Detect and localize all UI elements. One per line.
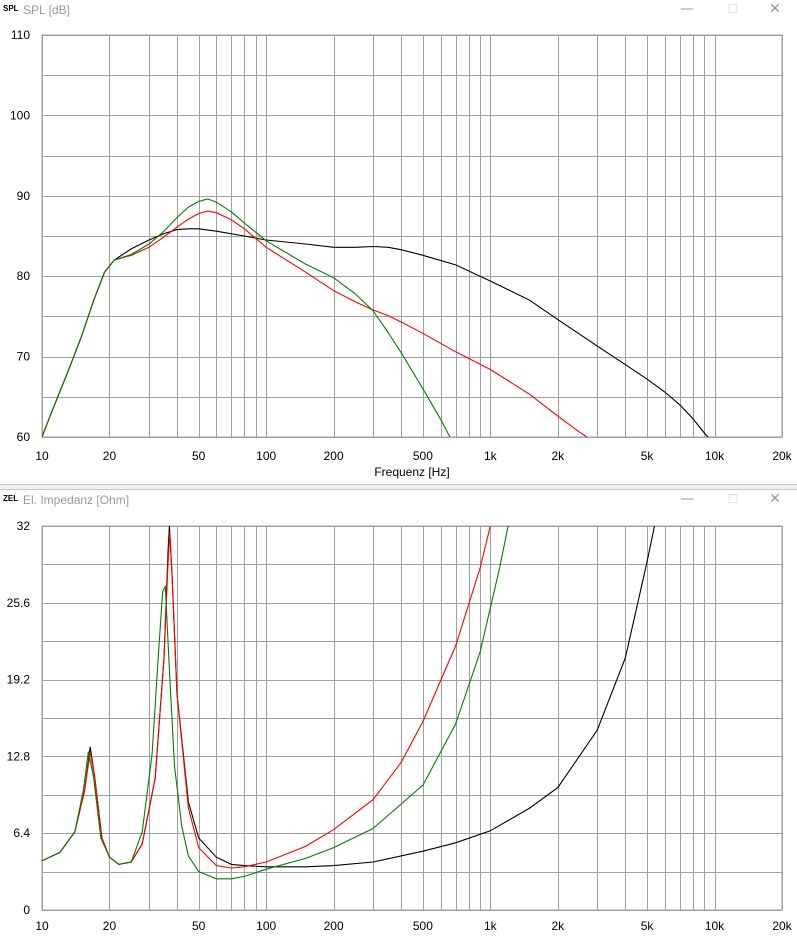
impedance-x-tick-label: 50 <box>192 919 206 933</box>
spl-window: SPL SPL [dB] — ☐ ✕ 60 70 80 90 100 110 10 20 50 1… <box>0 0 797 479</box>
spl-x-axis-title: Frequenz [Hz] <box>374 465 449 479</box>
spl-y-tick-label: 80 <box>17 269 31 283</box>
impedance-x-tick-label: 20k <box>772 919 792 933</box>
impedance-window-title: El. Impedanz [Ohm] <box>23 493 130 507</box>
spl-x-tick-label: 100 <box>256 449 276 463</box>
spl-title-bar[interactable]: SPL SPL [dB] — ☐ ✕ <box>0 0 797 20</box>
impedance-y-tick-label: 6.4 <box>13 826 30 840</box>
spl-x-tick-label: 200 <box>324 449 344 463</box>
impedance-x-tick-label: 1k <box>484 919 498 933</box>
window-splitter[interactable] <box>0 484 797 490</box>
spl-close-button[interactable]: ✕ <box>769 1 781 17</box>
impedance-y-tick-label: 12.8 <box>7 749 31 763</box>
impedance-series-line-3 <box>42 526 509 880</box>
spl-chart: 60 70 80 90 100 110 10 20 50 100 200 500 1k 2k 5k 10k 20… <box>10 28 793 479</box>
impedance-y-tick-label: 19.2 <box>7 673 31 687</box>
impedance-maximize-button[interactable]: ☐ <box>727 492 739 506</box>
impedance-y-tick-label: 32 <box>17 519 31 533</box>
impedance-close-button[interactable]: ✕ <box>769 491 781 507</box>
impedance-chart: 0 6.4 12.8 19.2 25.6 32 10 20 50 100 200 500 1k 2k 5k 1… <box>7 519 793 933</box>
spl-window-icon: SPL <box>3 4 19 13</box>
impedance-x-tick-label: 100 <box>256 919 276 933</box>
spl-y-tick-label: 60 <box>17 430 31 444</box>
spl-y-tick-label: 70 <box>17 350 31 364</box>
spl-x-tick-label: 2k <box>551 449 565 463</box>
spl-y-tick-label: 100 <box>10 108 30 122</box>
spl-x-tick-label: 20k <box>772 449 792 463</box>
impedance-x-tick-label: 500 <box>413 919 433 933</box>
spl-x-tick-label: 10k <box>705 449 725 463</box>
impedance-window-icon: ZEL <box>3 494 19 503</box>
impedance-series-line-2 <box>42 526 491 869</box>
spl-series-line-3 <box>42 198 451 437</box>
spl-x-tick-label: 10 <box>35 449 49 463</box>
impedance-y-tick-label: 25.6 <box>7 596 31 610</box>
spl-window-title: SPL [dB] <box>23 3 70 17</box>
impedance-x-tick-label: 200 <box>324 919 344 933</box>
spl-y-tick-label: 110 <box>11 28 30 42</box>
impedance-x-tick-label: 20 <box>103 919 117 933</box>
impedance-x-tick-label: 2k <box>551 919 565 933</box>
impedance-x-tick-label: 10 <box>35 919 49 933</box>
spl-x-tick-label: 500 <box>413 449 433 463</box>
impedance-window: ZEL El. Impedanz [Ohm] — ☐ ✕ 0 6.4 12.8 19.… <box>0 490 797 938</box>
impedance-title-bar[interactable]: ZEL El. Impedanz [Ohm] — ☐ ✕ <box>0 490 797 510</box>
impedance-minimize-button[interactable]: — <box>680 491 694 507</box>
impedance-x-tick-label: 5k <box>641 919 655 933</box>
impedance-x-tick-label: 10k <box>705 919 725 933</box>
spl-x-tick-label: 5k <box>641 449 655 463</box>
spl-y-tick-label: 90 <box>17 189 31 203</box>
spl-x-tick-label: 1k <box>484 449 498 463</box>
spl-x-tick-label: 50 <box>192 449 206 463</box>
spl-maximize-button[interactable]: ☐ <box>727 2 739 16</box>
spl-x-tick-label: 20 <box>103 449 117 463</box>
impedance-y-tick-label: 0 <box>23 903 30 917</box>
spl-minimize-button[interactable]: — <box>680 1 694 17</box>
